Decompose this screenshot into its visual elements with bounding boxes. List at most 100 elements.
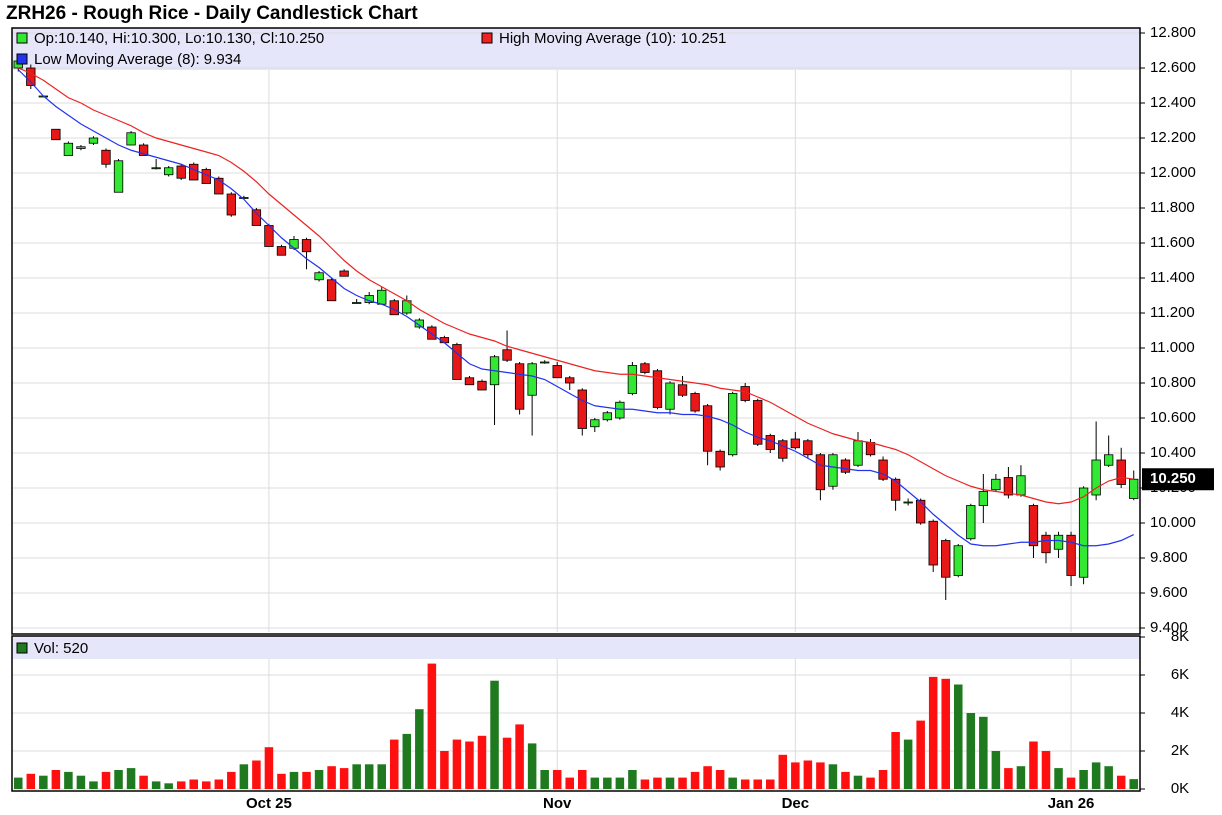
volume-legend-band [12,638,1140,659]
volume-bar [678,777,687,789]
candle-body [615,401,625,419]
candle-body [966,505,976,540]
volume-bar [114,770,123,789]
y-tick-label: 0K [1171,780,1189,797]
volume-bar [1066,777,1076,789]
volume-bar [214,779,224,789]
y-tick-label: 10.800 [1150,374,1196,391]
candle-body [226,193,236,216]
volume-bar [26,773,36,789]
volume-bar [252,760,261,789]
candle-body [778,440,788,459]
candle-body [1053,534,1064,550]
volume-bar [189,779,198,789]
candle-body [627,365,638,394]
volume-bar [841,771,850,789]
candle-body [101,149,111,165]
volume-bar [1016,766,1026,789]
volume-bar [264,747,274,789]
candle-body [890,478,901,501]
volume-legend: Vol: 520 [34,640,88,657]
volume-bar [151,781,161,789]
candle-body [815,454,826,491]
volume-bar [427,663,437,789]
y-tick-label: 11.200 [1150,304,1195,321]
volume-bar [778,754,788,789]
volume-bar [126,768,136,789]
legend-swatch [16,32,28,44]
volume-bar [164,783,173,789]
y-tick-label: 12.200 [1150,129,1196,146]
x-tick-label: Nov [543,795,572,812]
candle-body [176,165,186,179]
candle-body [26,67,36,86]
candle-body [991,478,1001,491]
candle-body [88,137,99,144]
candle-body [377,289,387,305]
volume-bar [1129,779,1138,789]
volume-bar [239,764,249,789]
candle-body [565,377,575,384]
legend-swatch [16,642,28,654]
volume-panel-frame [11,635,1141,792]
y-tick-label: 12.400 [1150,94,1196,111]
candle-body [51,128,61,141]
candle-body [652,370,663,408]
volume-bar [352,764,361,789]
candle-body [1104,454,1114,466]
volume-bar [402,733,412,789]
candle-body [540,361,550,364]
candle-body [903,501,913,504]
volume-bar [615,777,625,789]
y-tick-label: 12.000 [1150,164,1196,181]
candle-body [1066,534,1076,576]
candle-body [590,419,600,428]
volume-bar [1116,775,1126,789]
candle-body [138,144,149,156]
volume-bar [289,771,299,789]
candle-body [239,197,249,199]
volume-bar [302,771,311,789]
volume-bar [1079,770,1088,789]
y-tick-label: 11.600 [1150,234,1195,251]
volume-bar [1004,768,1013,789]
volume-bar [139,775,148,789]
volume-bar [465,741,474,789]
y-tick-label: 4K [1171,704,1189,721]
candle-body [828,454,838,487]
candle-body [214,177,224,195]
volume-bar [364,764,374,789]
candle-body [552,365,562,379]
volume-bar [740,779,750,789]
candle-body [1078,487,1089,578]
volume-bar [928,676,938,789]
candle-body [1028,505,1039,547]
volume-bar [89,781,98,789]
legend-band [12,28,1140,70]
candle-body [189,163,199,181]
candle-body [677,384,688,396]
volume-bar [452,739,462,789]
candle-body [276,246,287,256]
candle-body [840,459,851,473]
candle-body [803,440,813,456]
candle-body [865,442,876,456]
candle-body [477,380,487,391]
legend-swatch [481,32,493,44]
candle-body [715,450,725,468]
volume-bar [377,764,386,789]
y-tick-label: 8K [1171,628,1189,645]
y-tick-label: 10.400 [1150,444,1196,461]
volume-bar [339,768,349,789]
candle-body [151,167,161,170]
volume-bar [578,770,587,789]
volume-bar [515,724,524,789]
candle-body [464,377,475,386]
candle-body [1016,475,1026,496]
volume-bar [1054,768,1063,789]
x-tick-label: Oct 25 [246,795,292,812]
candle-body [527,363,537,396]
candle-body [314,272,324,281]
volume-bar [51,770,61,789]
